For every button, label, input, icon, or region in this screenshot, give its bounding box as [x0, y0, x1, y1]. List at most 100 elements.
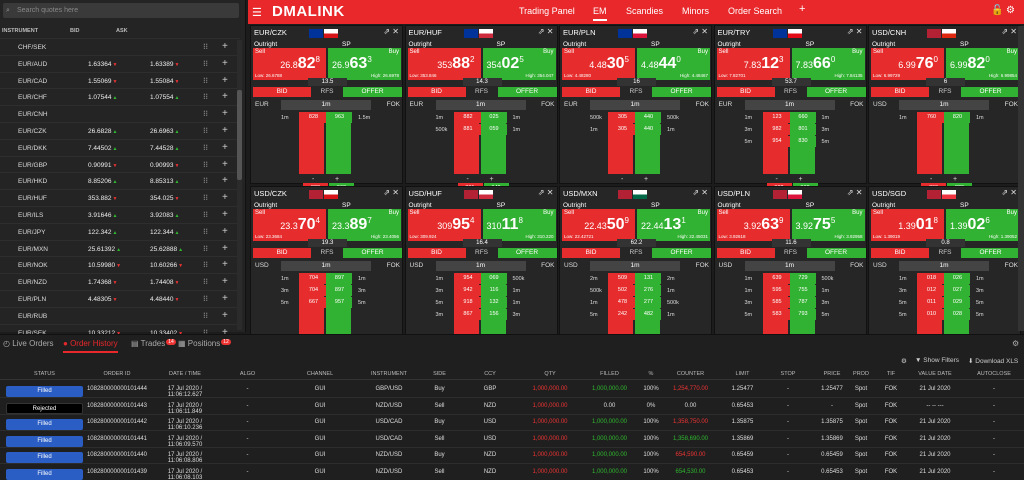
tab-trading-panel[interactable]: Trading Panel [519, 6, 575, 16]
ladder-ask[interactable]: 025 [481, 112, 507, 123]
ladder-ask[interactable]: 830 [790, 136, 816, 147]
sell-button[interactable]: Sell 6.99760 Low: 6.99729 [871, 48, 944, 80]
col-header[interactable]: FILLED [600, 371, 619, 377]
close-icon[interactable]: ✕ [701, 27, 708, 36]
close-icon[interactable]: ✕ [1010, 188, 1017, 197]
tif-toggle[interactable]: FOK [541, 262, 555, 269]
col-header[interactable]: % [648, 371, 654, 377]
col-header[interactable]: CHANNEL [306, 371, 334, 377]
add-tile-icon[interactable]: + [222, 91, 228, 103]
ladder-plus-button[interactable]: + [335, 176, 340, 183]
instrument-row[interactable]: EUR/CNH ⁝⁝ + [0, 105, 240, 122]
add-tile-icon[interactable]: + [222, 108, 228, 120]
rfs-button[interactable]: RFS [629, 88, 643, 95]
ladder-icon[interactable]: ⁝⁝ [203, 226, 209, 236]
ladder-bid[interactable]: 585 [764, 297, 790, 308]
ladder-icon[interactable]: ⁝⁝ [203, 260, 209, 270]
ladder-bid[interactable]: 010 [919, 309, 944, 320]
ladder-row[interactable]: 1m 305 440 1m [562, 124, 711, 136]
ladder-ask[interactable]: 440 [636, 112, 661, 123]
share-icon[interactable]: ⇗ [383, 27, 391, 36]
col-header[interactable]: QTY [544, 371, 556, 377]
buy-button[interactable]: Buy 22.44131 High: 22.45031 [637, 209, 710, 241]
share-icon[interactable]: ⇗ [537, 188, 545, 197]
ccy-toggle[interactable]: USD [718, 262, 733, 269]
add-tile-icon[interactable]: + [222, 192, 228, 204]
sell-button[interactable]: Sell 309954 Low: 309.924 [407, 209, 481, 241]
tenor-input[interactable]: 1m [899, 261, 989, 271]
ladder-icon[interactable]: ⁝⁝ [203, 243, 209, 253]
ladder-ask[interactable]: 787 [790, 297, 816, 308]
search-input[interactable]: ⌕ Search quotes here [3, 3, 239, 18]
menu-icon[interactable]: ☰ [252, 7, 262, 19]
ladder-ask[interactable]: 276 [636, 285, 661, 296]
rfs-button[interactable]: RFS [320, 249, 334, 256]
buy-button[interactable]: Buy 3.92755 High: 3.92958 [791, 209, 865, 241]
ladder-bid[interactable]: 018 [919, 273, 944, 284]
add-tile-icon[interactable]: + [222, 276, 228, 288]
ladder-row[interactable]: 5m 954 830 5m [717, 136, 866, 148]
bid-button[interactable]: BID [871, 248, 929, 258]
close-icon[interactable]: ✕ [392, 188, 399, 197]
ladder-icon[interactable]: ⁝⁝ [203, 294, 209, 303]
col-header[interactable]: PRICE [823, 371, 841, 377]
close-icon[interactable]: ✕ [701, 188, 708, 197]
close-icon[interactable]: ✕ [855, 188, 863, 197]
bid-button[interactable]: BID [407, 248, 466, 258]
ladder-ask[interactable]: 660 [790, 112, 816, 123]
add-tile-icon[interactable]: + [222, 175, 228, 187]
tif-toggle[interactable]: FOK [386, 101, 400, 108]
tab-em[interactable]: EM [593, 6, 607, 21]
ladder-bid[interactable]: 478 [610, 297, 635, 308]
ladder-bid[interactable]: 583 [764, 309, 790, 320]
ladder-bid[interactable]: 942 [455, 285, 481, 296]
buy-button[interactable]: Buy 310118 High: 310.220 [482, 209, 556, 241]
order-row[interactable]: Filled 108280000000101441 17 Jul 2020 / 11… [0, 431, 1024, 448]
ladder-row[interactable]: 3m 585 787 3m [717, 297, 866, 309]
add-tile-icon[interactable]: + [222, 293, 228, 304]
ladder-ask[interactable]: 482 [636, 309, 661, 320]
ladder-icon[interactable]: ⁝⁝ [203, 159, 209, 169]
ladder-bid[interactable]: 760 [919, 112, 944, 123]
tenor-input[interactable]: 1m [590, 100, 680, 110]
col-header[interactable]: ORDER ID [103, 371, 131, 377]
order-row[interactable]: Filled 108280000000101440 17 Jul 2020 / 11… [0, 447, 1024, 464]
instrument-row[interactable]: EUR/SEK 10.33212▼ 10.33402▼ ⁝⁝+ [0, 323, 240, 341]
ladder-icon[interactable]: ⁝⁝ [203, 310, 209, 320]
share-icon[interactable]: ⇗ [1001, 27, 1009, 36]
add-tile-icon[interactable]: + [222, 141, 228, 153]
share-icon[interactable]: ⇗ [383, 188, 391, 197]
ladder-row[interactable]: 500k 305 440 500k [562, 112, 711, 124]
buy-button[interactable]: Buy 1.39026 High: 1.39052 [946, 209, 1019, 241]
instrument-row[interactable]: EUR/CAD 1.55069▼ 1.55084▼ ⁝⁝ + [0, 71, 240, 89]
tab-minors[interactable]: Minors [682, 6, 710, 16]
ladder-bid[interactable]: 595 [764, 285, 790, 296]
close-icon[interactable]: ✕ [855, 27, 863, 36]
ladder-row[interactable]: 5m 242 482 1m [562, 309, 711, 321]
ladder-row[interactable]: 5m 011 029 5m [871, 297, 1020, 309]
sell-button[interactable]: Sell 4.48305 Low: 4.48280 [562, 48, 635, 80]
tenor-input[interactable]: 1m [590, 261, 680, 271]
ladder-icon[interactable]: ⁝⁝ [203, 92, 209, 102]
instrument-row[interactable]: EUR/GBP 0.90991▼ 0.90993▼ ⁝⁝ + [0, 155, 240, 173]
ladder-minus-button[interactable]: - [930, 176, 933, 183]
share-icon[interactable]: ⇗ [692, 188, 700, 197]
ladder-ask[interactable]: 059 [481, 124, 507, 135]
rfs-button[interactable]: RFS [320, 88, 334, 95]
offer-button[interactable]: OFFER [961, 87, 1020, 97]
ladder-ask[interactable]: 897 [327, 273, 352, 284]
ladder-bid[interactable]: 012 [919, 285, 944, 296]
order-row[interactable]: Filled 108280000000101442 17 Jul 2020 / 11… [0, 414, 1024, 431]
ladder-ask[interactable]: 027 [945, 285, 970, 296]
close-icon[interactable]: ✕ [1010, 27, 1017, 36]
ladder-bid[interactable]: 242 [610, 309, 635, 320]
close-icon[interactable]: ✕ [392, 27, 399, 36]
ladder-ask[interactable]: 755 [790, 285, 816, 296]
sell-button[interactable]: Sell 353882 Low: 353.846 [407, 48, 481, 80]
tif-toggle[interactable]: FOK [695, 101, 709, 108]
tenor-input[interactable]: 1m [744, 100, 835, 110]
ladder-icon[interactable]: ⁝⁝ [203, 327, 209, 337]
offer-button[interactable]: OFFER [497, 248, 557, 258]
tif-toggle[interactable]: FOK [1004, 262, 1018, 269]
tab-live-orders[interactable]: ◴ Live Orders [3, 339, 54, 348]
